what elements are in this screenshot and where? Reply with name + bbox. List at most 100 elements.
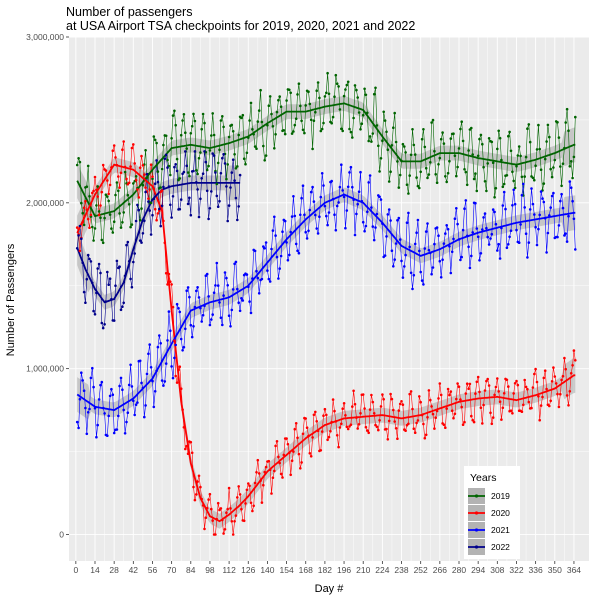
series-2019-point — [408, 174, 412, 177]
chart-subtitle: at USA Airport TSA checkpoints for 2019,… — [66, 19, 415, 33]
series-2022-point — [82, 290, 86, 294]
series-2021-point — [409, 271, 413, 275]
series-2019-point — [416, 184, 420, 188]
series-2022-point — [132, 260, 135, 264]
series-2019-point — [104, 193, 108, 196]
series-2020-point — [379, 405, 383, 408]
series-2020-point — [496, 377, 499, 380]
series-2021-point — [122, 408, 125, 412]
series-2021-point — [445, 224, 449, 227]
series-2019-point — [390, 144, 394, 147]
series-2021-point — [212, 291, 216, 295]
series-2020-point — [479, 406, 483, 410]
series-2021-point — [230, 308, 234, 312]
series-2021-point — [374, 226, 377, 229]
series-2019-point — [490, 140, 494, 144]
series-2021-point — [273, 215, 276, 219]
series-2021-point — [199, 306, 202, 310]
series-2022-point — [195, 181, 198, 184]
series-2020-point — [201, 504, 205, 507]
series-2021-point — [412, 273, 416, 277]
series-2021-point — [522, 182, 525, 186]
series-2020-point — [229, 507, 232, 510]
series-2019-point — [507, 134, 510, 138]
series-2021-point — [319, 195, 323, 199]
series-2022-point — [204, 160, 208, 164]
series-2021-point — [238, 309, 242, 313]
series-2021-point — [300, 196, 303, 200]
series-2020-point — [107, 192, 110, 196]
series-2020-point — [290, 459, 294, 463]
series-2021-point — [463, 207, 466, 210]
series-2019-point — [127, 203, 131, 206]
series-2022-point — [229, 186, 232, 189]
series-2021-point — [360, 199, 364, 203]
series-2021-point — [338, 185, 342, 189]
series-2019-point — [397, 186, 401, 189]
series-2021-point — [446, 227, 450, 231]
series-2020-point — [289, 473, 293, 477]
series-2020-point — [189, 440, 193, 444]
series-2022-point — [122, 301, 125, 305]
series-2021-point — [95, 435, 98, 439]
series-2020-point — [281, 476, 284, 479]
series-2019-point — [367, 139, 371, 143]
legend-title: Years — [470, 472, 496, 484]
series-2021-point — [249, 311, 253, 315]
series-2021-point — [112, 431, 116, 435]
series-2021-point — [468, 266, 472, 270]
series-2019-point — [92, 239, 95, 242]
series-2020-point — [400, 400, 403, 403]
series-2020-point — [375, 425, 379, 429]
series-2021-point — [304, 230, 308, 234]
series-2020-point — [181, 408, 184, 412]
series-2021-point — [117, 414, 120, 418]
series-2022-point — [95, 291, 98, 295]
series-2021-point — [140, 381, 143, 385]
series-2020-point — [167, 272, 171, 276]
series-2022-point — [148, 209, 151, 212]
series-2021-point — [108, 394, 112, 398]
series-2020-point — [215, 517, 219, 521]
legend-label-2022: 2022 — [491, 542, 510, 552]
series-2019-point — [545, 140, 548, 143]
series-2022-point — [96, 267, 99, 270]
series-2020-point — [542, 376, 546, 380]
series-2019-point — [375, 124, 379, 127]
series-2019-point — [218, 148, 221, 152]
series-2019-point — [389, 170, 392, 173]
series-2019-point — [512, 179, 515, 183]
series-2019-point — [103, 216, 106, 220]
series-2020-point — [270, 492, 273, 495]
series-2021-point — [557, 224, 561, 227]
series-2020-point — [568, 390, 572, 393]
series-2020-point — [538, 418, 541, 422]
series-2019-point — [144, 149, 147, 152]
series-2019-point — [404, 151, 407, 154]
series-2021-point — [111, 393, 115, 397]
series-2021-point — [256, 276, 260, 280]
series-2021-point — [568, 180, 572, 183]
series-2020-point — [346, 427, 350, 431]
series-2019-point — [249, 101, 253, 105]
legend-label-2021: 2021 — [491, 525, 510, 535]
series-2021-confidence-band — [77, 187, 576, 420]
series-2019-point — [211, 112, 214, 115]
series-2020-point — [398, 402, 402, 406]
y-axis: 0 1,000,000 2,000,000 3,000,000 — [26, 32, 69, 539]
series-2020-point — [429, 398, 432, 402]
series-2022-point — [107, 283, 110, 287]
series-2022-point — [130, 285, 134, 289]
series-2020-point — [297, 452, 301, 456]
series-2020-point — [132, 143, 135, 146]
series-2021-point — [253, 249, 257, 253]
series-2022-point — [197, 215, 201, 219]
series-2021-point — [301, 184, 305, 187]
series-2020-point — [345, 425, 349, 429]
series-2020-point — [560, 378, 563, 382]
series-2022-point — [211, 152, 214, 155]
series-2019-point — [548, 135, 551, 139]
series-2019-point — [407, 192, 410, 195]
series-2019-point — [387, 180, 391, 183]
series-2019-point — [419, 170, 423, 174]
